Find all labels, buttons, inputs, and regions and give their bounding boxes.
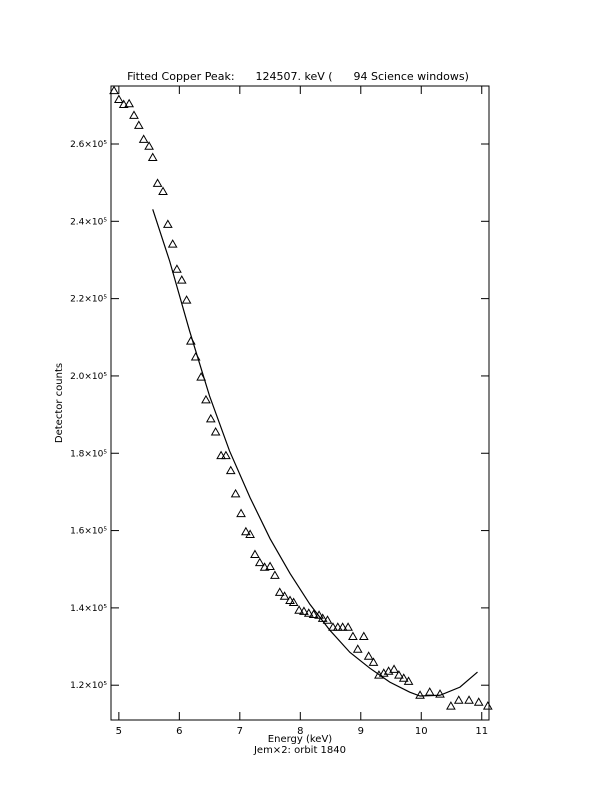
data-point [162, 219, 173, 228]
fit-line [152, 209, 478, 697]
data-point [250, 549, 260, 559]
data-point [230, 488, 241, 498]
y-axis-label: Detector counts [54, 363, 65, 443]
data-point [314, 610, 324, 619]
data-point [368, 657, 379, 666]
data-point [133, 120, 144, 129]
data-point [303, 608, 314, 617]
data-point [328, 622, 338, 631]
data-point [167, 239, 178, 248]
data-point [176, 275, 187, 284]
data-point [265, 561, 275, 571]
data-point [363, 651, 374, 660]
data-point [348, 631, 358, 640]
data-point [138, 134, 149, 143]
data-point [389, 664, 399, 673]
data-point [172, 264, 182, 273]
data-point [210, 426, 221, 436]
data-point [322, 615, 333, 624]
data-point [144, 141, 154, 150]
data-point [288, 597, 299, 606]
data-point [403, 676, 414, 685]
data-point [337, 622, 348, 631]
data-point [453, 695, 464, 704]
data-point [279, 591, 290, 600]
x-tick-label: 6 [176, 726, 182, 737]
x-tick-label: 7 [237, 726, 243, 737]
data-point [129, 110, 139, 119]
y-tick-label: 2.2×10⁵ [70, 295, 107, 305]
x-tick-label: 5 [116, 726, 122, 737]
y-tick-label: 2.0×10⁵ [70, 372, 107, 382]
data-point [152, 178, 163, 187]
data-point [358, 631, 369, 640]
data-point [118, 99, 129, 109]
data-point [236, 508, 246, 518]
data-point [343, 622, 353, 631]
data-point [398, 673, 409, 682]
x-tick-label: 10 [415, 726, 428, 737]
x-axis-label: Energy (keV) [268, 734, 333, 745]
data-point [352, 644, 363, 653]
y-tick-label: 1.8×10⁵ [70, 449, 107, 459]
y-tick-label: 1.4×10⁵ [70, 604, 107, 614]
data-point [259, 562, 270, 571]
data-point [147, 152, 158, 162]
data-point [285, 595, 295, 605]
data-point [109, 85, 119, 95]
data-point [221, 450, 231, 460]
x-tick-label: 9 [358, 726, 364, 737]
data-point [446, 701, 456, 710]
data-point [332, 622, 343, 631]
data-point [241, 526, 251, 536]
y-tick-label: 2.6×10⁵ [70, 140, 107, 150]
data-point [473, 697, 484, 706]
data-point [394, 670, 404, 679]
x-tick-label: 11 [475, 726, 488, 737]
data-point [205, 413, 216, 423]
subtitle: Jem×2: orbit 1840 [253, 745, 346, 756]
data-point [201, 394, 211, 404]
data-point [274, 587, 285, 596]
data-point [225, 465, 236, 475]
data-point [158, 186, 168, 196]
data-point [124, 98, 135, 108]
data-point [254, 557, 265, 567]
data-point [464, 695, 474, 704]
chart-title: Fitted Copper Peak: 124507. keV ( 94 Sci… [127, 70, 469, 83]
data-point [435, 689, 445, 698]
y-tick-label: 2.4×10⁵ [70, 217, 107, 227]
x-tick-label: 8 [297, 726, 303, 737]
data-point [299, 606, 309, 615]
data-point [114, 94, 124, 104]
data-point [308, 609, 319, 618]
y-tick-label: 1.2×10⁵ [70, 681, 107, 691]
data-point [245, 529, 255, 538]
data-point [270, 570, 280, 579]
y-tick-label: 1.6×10⁵ [70, 527, 107, 537]
data-point [216, 450, 226, 460]
data-point [181, 295, 192, 304]
data-point [294, 605, 304, 614]
data-point [482, 701, 493, 710]
